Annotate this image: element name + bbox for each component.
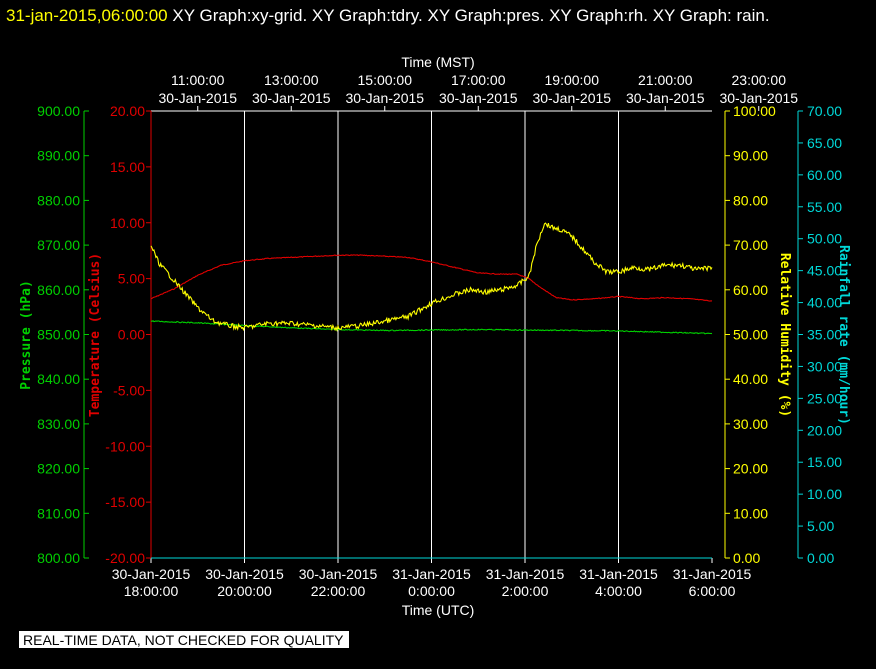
pressure-tick-label: 830.00 xyxy=(37,416,80,432)
temperature-tick-label: 5.00 xyxy=(118,271,145,287)
chart-title-bar: 31-jan-2015,06:00:00 XY Graph:xy-grid. X… xyxy=(6,2,870,30)
mst-date-tick: 30-Jan-2015 xyxy=(345,90,424,106)
utc-time-tick: 0:00:00 xyxy=(408,583,455,599)
pressure-tick-label: 880.00 xyxy=(37,192,80,208)
pressure-tick-label: 840.00 xyxy=(37,371,80,387)
utc-date-tick: 31-Jan-2015 xyxy=(486,566,565,582)
rain-tick-label: 55.00 xyxy=(807,199,842,215)
pressure-tick-label: 890.00 xyxy=(37,148,80,164)
humidity-tick-label: 30.00 xyxy=(733,416,768,432)
rain-tick-label: 35.00 xyxy=(807,327,842,343)
temperature-tick-label: -15.00 xyxy=(105,494,145,510)
pressure-tick-label: 820.00 xyxy=(37,461,80,477)
humidity-tick-label: 70.00 xyxy=(733,237,768,253)
rain-tick-label: 40.00 xyxy=(807,295,842,311)
temperature-tick-label: 0.00 xyxy=(118,327,145,343)
mst-time-tick: 19:00:00 xyxy=(545,72,600,88)
mst-date-tick: 30-Jan-2015 xyxy=(626,90,705,106)
utc-time-tick: 6:00:00 xyxy=(689,583,736,599)
temperature-tick-label: -10.00 xyxy=(105,438,145,454)
temperature-axis-label: Temperature (Celsius) xyxy=(88,253,103,417)
pressure-tick-label: 870.00 xyxy=(37,237,80,253)
rain-tick-label: 65.00 xyxy=(807,135,842,151)
humidity-tick-label: 60.00 xyxy=(733,282,768,298)
utc-time-tick: 4:00:00 xyxy=(595,583,642,599)
axes xyxy=(83,106,803,563)
grid-lines xyxy=(244,111,619,558)
rain-tick-label: 45.00 xyxy=(807,263,842,279)
rain-tick-label: 5.00 xyxy=(807,518,834,534)
mst-date-tick: 30-Jan-2015 xyxy=(158,90,237,106)
data-series xyxy=(150,222,713,559)
mst-time-tick: 21:00:00 xyxy=(638,72,693,88)
temperature-tick-label: 15.00 xyxy=(110,159,145,175)
quality-warning: REAL-TIME DATA, NOT CHECKED FOR QUALITY xyxy=(19,631,350,648)
utc-date-tick: 31-Jan-2015 xyxy=(673,566,752,582)
mst-date-tick: 30-Jan-2015 xyxy=(532,90,611,106)
rain-axis-label: Rainfall rate (mm/hour) xyxy=(836,245,851,425)
utc-time-tick: 2:00:00 xyxy=(502,583,549,599)
utc-time-tick: 18:00:00 xyxy=(124,583,179,599)
humidity-axis-label: Relative Humidity (%) xyxy=(777,253,792,417)
temperature-tick-label: -5.00 xyxy=(113,382,145,398)
temperature-tick-label: 10.00 xyxy=(110,215,145,231)
graph-list: XY Graph:xy-grid. XY Graph:tdry. XY Grap… xyxy=(172,6,770,25)
humidity-tick-label: 90.00 xyxy=(733,148,768,164)
mst-time-tick: 11:00:00 xyxy=(171,72,225,88)
humidity-tick-label: 10.00 xyxy=(733,505,768,521)
temperature-tick-label: 20.00 xyxy=(110,103,145,119)
mst-time-tick: 15:00:00 xyxy=(358,72,413,88)
pressure-tick-label: 800.00 xyxy=(37,550,80,566)
mst-date-tick: 30-Jan-2015 xyxy=(439,90,518,106)
pressure-axis-label: Pressure (hPa) xyxy=(19,280,34,390)
mst-time-tick: 17:00:00 xyxy=(451,72,506,88)
utc-date-tick: 31-Jan-2015 xyxy=(392,566,471,582)
rain-tick-label: 10.00 xyxy=(807,486,842,502)
humidity-tick-label: 80.00 xyxy=(733,192,768,208)
tdry-series-line xyxy=(150,254,713,302)
rain-tick-label: 50.00 xyxy=(807,231,842,247)
humidity-tick-label: 100.00 xyxy=(733,103,776,119)
timestamp: 31-jan-2015,06:00:00 xyxy=(6,6,168,25)
utc-date-tick: 30-Jan-2015 xyxy=(205,566,284,582)
bottom-axis-label: Time (UTC) xyxy=(402,602,475,618)
pres-series-line xyxy=(150,320,713,335)
humidity-tick-label: 0.00 xyxy=(733,550,760,566)
tick-labels: 30-Jan-201518:00:0030-Jan-201520:00:0030… xyxy=(37,72,842,599)
mst-date-tick: 30-Jan-2015 xyxy=(719,90,798,106)
utc-date-tick: 31-Jan-2015 xyxy=(579,566,658,582)
temperature-tick-label: -20.00 xyxy=(105,550,145,566)
pressure-tick-label: 850.00 xyxy=(37,327,80,343)
pressure-tick-label: 900.00 xyxy=(37,103,80,119)
utc-date-tick: 30-Jan-2015 xyxy=(299,566,378,582)
utc-date-tick: 30-Jan-2015 xyxy=(112,566,191,582)
humidity-tick-label: 40.00 xyxy=(733,371,768,387)
pressure-tick-label: 810.00 xyxy=(37,505,80,521)
rain-tick-label: 70.00 xyxy=(807,103,842,119)
mst-time-tick: 13:00:00 xyxy=(264,72,319,88)
mst-date-tick: 30-Jan-2015 xyxy=(252,90,331,106)
rain-tick-label: 0.00 xyxy=(807,550,834,566)
utc-time-tick: 22:00:00 xyxy=(311,583,366,599)
rain-tick-label: 15.00 xyxy=(807,454,842,470)
rain-tick-label: 20.00 xyxy=(807,422,842,438)
utc-time-tick: 20:00:00 xyxy=(217,583,272,599)
rain-tick-label: 60.00 xyxy=(807,167,842,183)
pressure-tick-label: 860.00 xyxy=(37,282,80,298)
humidity-tick-label: 50.00 xyxy=(733,327,768,343)
mst-time-tick: 23:00:00 xyxy=(732,72,787,88)
top-axis-label: Time (MST) xyxy=(401,54,474,70)
rain-tick-label: 25.00 xyxy=(807,390,842,406)
rain-tick-label: 30.00 xyxy=(807,358,842,374)
humidity-tick-label: 20.00 xyxy=(733,461,768,477)
rh-series-line xyxy=(150,222,713,332)
